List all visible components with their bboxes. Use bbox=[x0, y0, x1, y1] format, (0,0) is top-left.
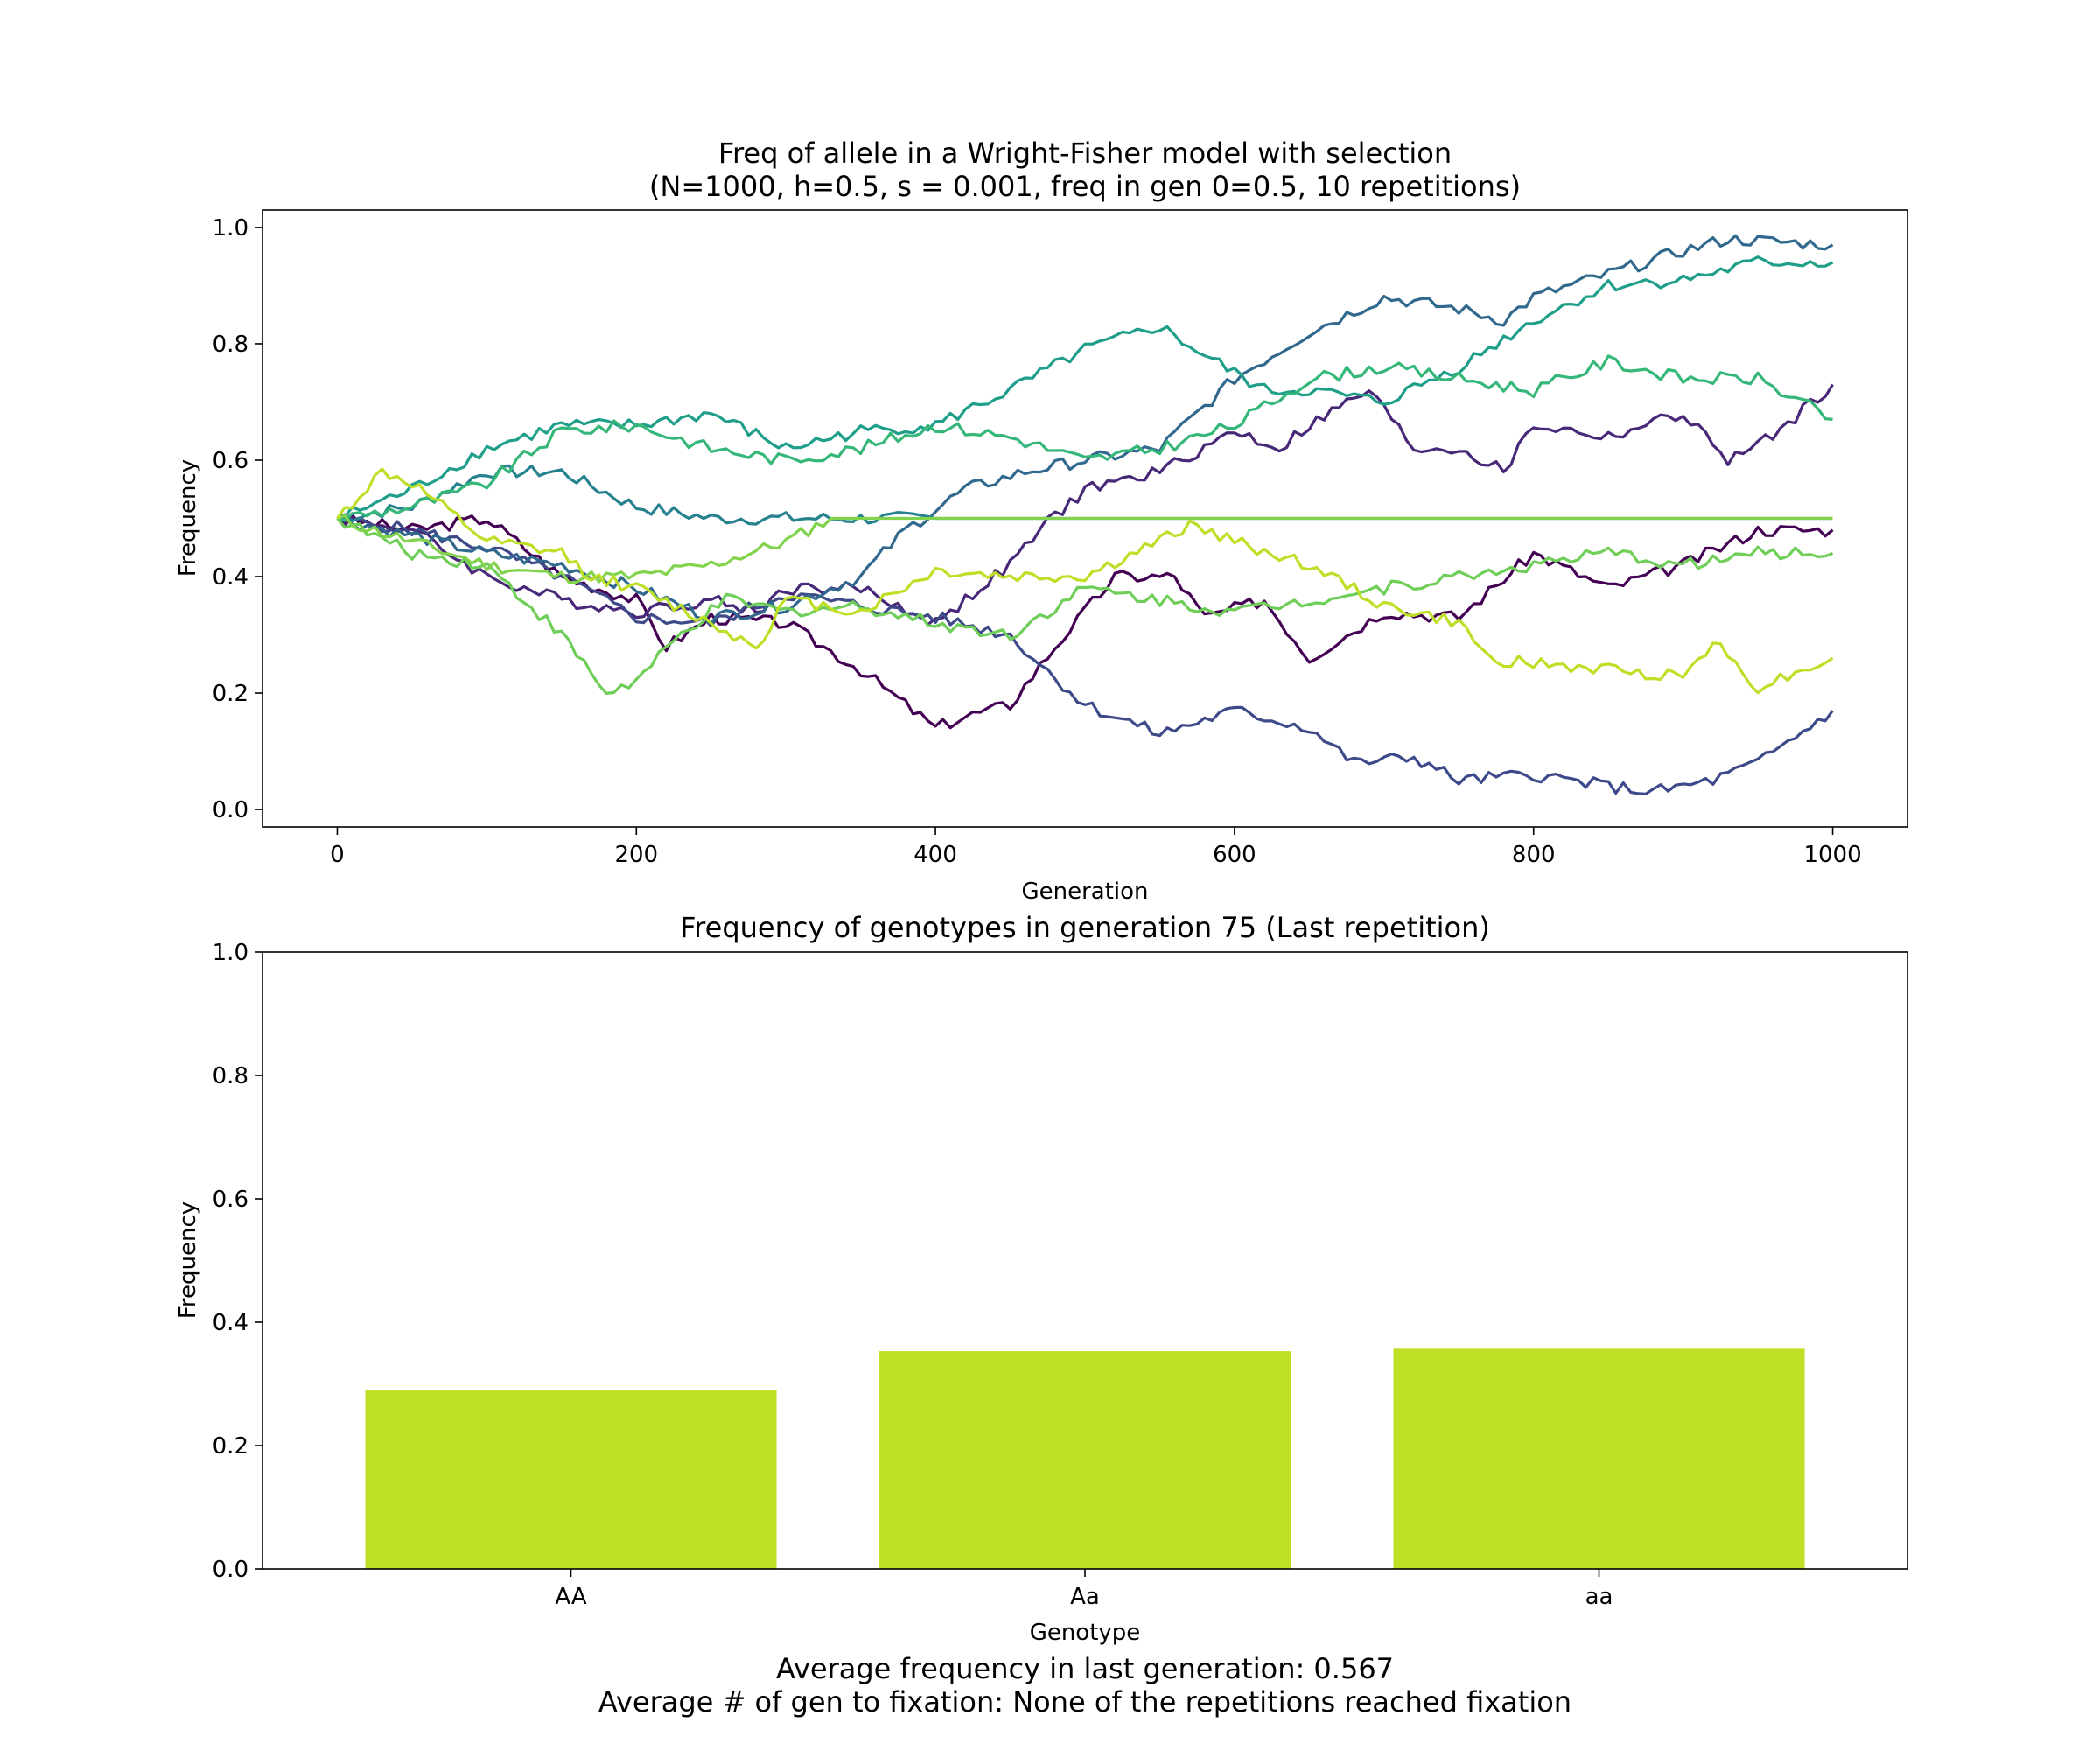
x-tick-label: 400 bbox=[914, 842, 957, 868]
line-y-ticks: 0.0 0.2 0.4 0.6 0.8 1.0 bbox=[213, 215, 262, 823]
bar-x-axis-label: Genotype bbox=[1030, 1620, 1141, 1646]
series-line-10 bbox=[336, 467, 1834, 695]
y-tick-label: 0.2 bbox=[213, 681, 248, 707]
bar-chart: Frequency of genotypes in generation 75 … bbox=[175, 911, 1908, 1646]
bar-y-tick-label: 1.0 bbox=[213, 940, 248, 966]
line-y-axis-label: Frequency bbox=[175, 459, 201, 577]
bar-y-ticks: 0.0 0.2 0.4 0.6 0.8 1.0 bbox=[213, 940, 262, 1583]
x-tick-label: 800 bbox=[1512, 842, 1556, 868]
bar-aa bbox=[879, 1351, 1291, 1569]
bar-y-tick-label: 0.8 bbox=[213, 1063, 248, 1089]
bar-chart-title: Frequency of genotypes in generation 75 … bbox=[680, 911, 1490, 944]
series-line-7 bbox=[337, 354, 1833, 522]
y-tick-label: 0.0 bbox=[213, 797, 248, 823]
line-chart: Freq of allele in a Wright-Fisher model … bbox=[175, 136, 1908, 905]
line-chart-frame bbox=[262, 209, 1908, 828]
bar-x-ticks: AA Aa aa bbox=[555, 1569, 1613, 1610]
series-line-3 bbox=[336, 513, 1834, 795]
line-x-axis-label: Generation bbox=[1021, 878, 1148, 905]
series-line-8 bbox=[336, 517, 1834, 696]
bar-y-tick-label: 0.0 bbox=[213, 1557, 248, 1583]
bar-aa bbox=[365, 1390, 777, 1569]
series-line-9 bbox=[336, 514, 1833, 584]
bar-y-tick-label: 0.2 bbox=[213, 1433, 248, 1460]
y-tick-label: 0.8 bbox=[213, 332, 248, 358]
y-tick-label: 1.0 bbox=[213, 215, 248, 242]
x-tick-label: 200 bbox=[614, 842, 658, 868]
bar-aa bbox=[1393, 1348, 1805, 1569]
x-tick-label: 600 bbox=[1213, 842, 1256, 868]
x-tick-label: 0 bbox=[330, 842, 345, 868]
x-tick-label: 1000 bbox=[1803, 842, 1861, 868]
line-chart-title-line-1: Freq of allele in a Wright-Fisher model … bbox=[718, 136, 1452, 170]
bar-y-axis-label: Frequency bbox=[175, 1201, 201, 1319]
series-line-6 bbox=[337, 256, 1834, 521]
bar-chart-frame bbox=[262, 951, 1908, 1570]
line-chart-title-line-2: (N=1000, h=0.5, s = 0.001, freq in gen 0… bbox=[649, 170, 1521, 203]
bar-x-tick-label: Aa bbox=[1070, 1584, 1100, 1610]
series-line-2 bbox=[336, 383, 1834, 626]
bar-x-tick-label: AA bbox=[555, 1584, 587, 1610]
line-series-group bbox=[336, 234, 1834, 795]
y-tick-label: 0.4 bbox=[213, 564, 248, 591]
bar-x-tick-label: aa bbox=[1586, 1584, 1614, 1610]
line-x-ticks: 0 200 400 600 800 1000 bbox=[330, 827, 1862, 868]
bar-y-tick-label: 0.6 bbox=[213, 1186, 248, 1213]
footer-line-1: Average frequency in last generation: 0.… bbox=[776, 1652, 1394, 1685]
bar-marks-group bbox=[365, 1348, 1805, 1569]
bar-y-tick-label: 0.4 bbox=[213, 1310, 248, 1336]
footer-line-2: Average # of gen to fixation: None of th… bbox=[598, 1685, 1572, 1718]
y-tick-label: 0.6 bbox=[213, 448, 248, 474]
